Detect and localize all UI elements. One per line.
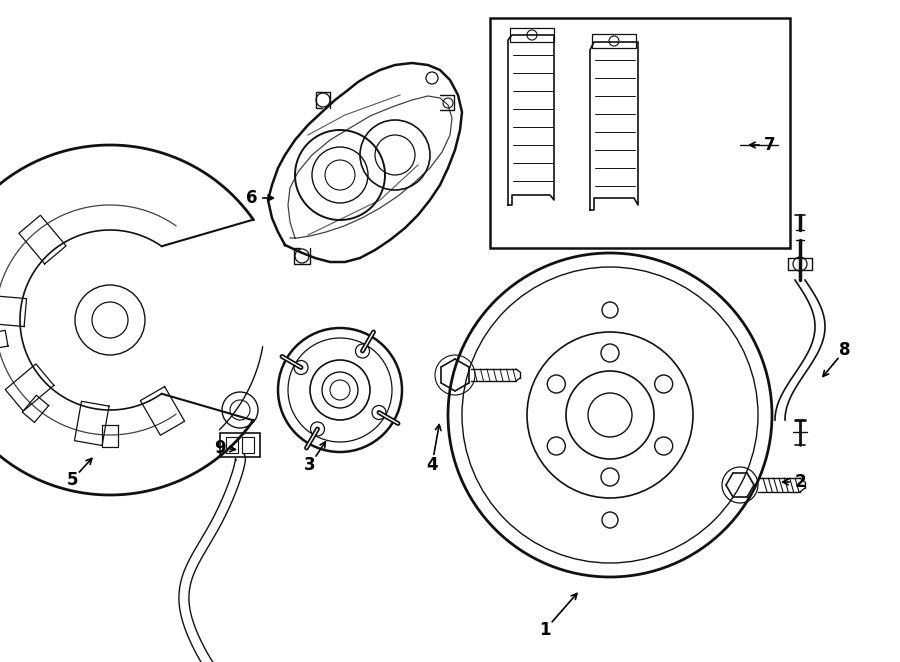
Text: 3: 3 [304, 456, 316, 474]
Bar [510, 28, 554, 42]
Text: 7: 7 [764, 136, 776, 154]
Bar [490, 18, 790, 248]
Text: 4: 4 [427, 456, 437, 474]
Text: 1: 1 [539, 621, 551, 639]
Bar [220, 433, 260, 457]
Text: 9: 9 [214, 439, 226, 457]
Bar [242, 437, 254, 453]
Text: 2: 2 [794, 473, 806, 491]
Text: 6: 6 [247, 189, 257, 207]
Text: 5: 5 [67, 471, 77, 489]
Bar [226, 437, 238, 453]
Text: 8: 8 [839, 341, 850, 359]
Bar [592, 34, 636, 48]
